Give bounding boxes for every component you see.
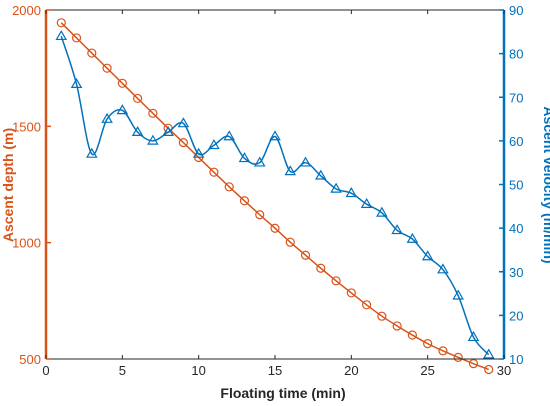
x-axis-title: Floating time (min) xyxy=(220,385,345,401)
depth-point xyxy=(224,182,234,192)
velocity-point xyxy=(330,182,342,193)
depth-point xyxy=(468,359,479,369)
velocity-point xyxy=(406,232,419,243)
depth-point xyxy=(453,352,463,362)
depth-point xyxy=(102,63,112,73)
series-layer xyxy=(55,18,495,375)
velocity-point xyxy=(315,169,327,180)
y-left-tick-label: 2000 xyxy=(12,3,41,18)
depth-point xyxy=(133,93,143,104)
depth-point xyxy=(300,250,311,260)
y-right-tick-label: 70 xyxy=(509,90,523,105)
velocity-point xyxy=(223,130,235,141)
labels-layer: Floating time (min) Ascent depth (m) Asc… xyxy=(0,106,550,401)
velocity-point xyxy=(101,112,113,123)
velocity-point xyxy=(452,289,464,300)
depth-point xyxy=(178,138,188,148)
velocity-point xyxy=(86,147,98,158)
depth-point xyxy=(346,288,356,298)
velocity-point xyxy=(55,29,68,41)
x-tick-label: 20 xyxy=(344,363,358,378)
depth-point xyxy=(331,276,341,286)
velocity-point xyxy=(437,263,449,274)
velocity-point xyxy=(192,147,205,158)
x-tick-label: 15 xyxy=(268,363,282,378)
depth-series xyxy=(56,18,494,375)
velocity-series-line xyxy=(60,35,490,356)
x-tick-label: 30 xyxy=(497,363,511,378)
depth-point xyxy=(484,364,494,375)
velocity-point xyxy=(269,130,281,141)
depth-point xyxy=(148,108,158,118)
velocity-point xyxy=(376,206,388,217)
y-right-tick-label: 50 xyxy=(509,178,523,193)
y-right-tick-label: 10 xyxy=(509,352,523,367)
velocity-point xyxy=(421,250,434,261)
velocity-point xyxy=(70,77,83,89)
velocity-point xyxy=(162,125,174,136)
depth-point xyxy=(285,237,295,247)
y-right-tick-label: 60 xyxy=(509,134,523,149)
velocity-point xyxy=(284,165,297,176)
velocity-point xyxy=(147,134,159,145)
axes-layer: 0 5 10 15 20 25 30 500 1000 1500 2000 10 20 30 40 50 60 7… xyxy=(12,3,523,378)
y-right-tick-label: 40 xyxy=(509,221,523,236)
depth-point xyxy=(87,48,97,58)
x-tick-label: 10 xyxy=(191,363,205,378)
velocity-point xyxy=(208,139,220,150)
y-left-tick-label: 500 xyxy=(19,352,41,367)
velocity-series xyxy=(55,29,495,359)
y-right-tick-label: 90 xyxy=(509,3,523,18)
y-right-tick-label: 80 xyxy=(509,47,523,62)
depth-point xyxy=(407,330,417,340)
x-tick-label: 25 xyxy=(420,363,434,378)
velocity-point xyxy=(116,104,129,115)
y-left-axis-title: Ascent depth (m) xyxy=(0,128,16,242)
velocity-point xyxy=(253,156,266,167)
depth-point xyxy=(117,78,127,88)
velocity-point xyxy=(238,152,251,163)
velocity-point xyxy=(131,125,144,136)
velocity-point xyxy=(467,330,480,342)
depth-point xyxy=(270,223,280,233)
depth-point xyxy=(56,18,66,28)
depth-point xyxy=(71,33,82,43)
velocity-point xyxy=(177,117,190,128)
depth-point xyxy=(377,311,387,321)
depth-point xyxy=(362,300,372,310)
y-right-tick-label: 20 xyxy=(509,308,523,323)
velocity-point xyxy=(482,348,495,359)
depth-point xyxy=(209,167,219,177)
depth-point xyxy=(316,263,326,273)
x-tick-label: 0 xyxy=(42,363,49,378)
y-left-tick-label: 1500 xyxy=(12,119,41,134)
y-right-axis-title: Ascent velocity (m/min) xyxy=(541,106,550,263)
velocity-point xyxy=(360,197,373,208)
y-left-tick-label: 1000 xyxy=(12,236,41,251)
depth-point xyxy=(239,196,250,206)
depth-point xyxy=(255,210,265,220)
x-tick-label: 5 xyxy=(119,363,126,378)
depth-point xyxy=(438,346,448,356)
y-right-tick-label: 30 xyxy=(509,265,523,280)
velocity-point xyxy=(391,224,403,235)
velocity-point xyxy=(299,156,312,167)
velocity-point xyxy=(345,187,358,198)
depth-point xyxy=(423,339,433,349)
depth-point xyxy=(392,321,402,331)
depth-series-line xyxy=(60,22,489,371)
